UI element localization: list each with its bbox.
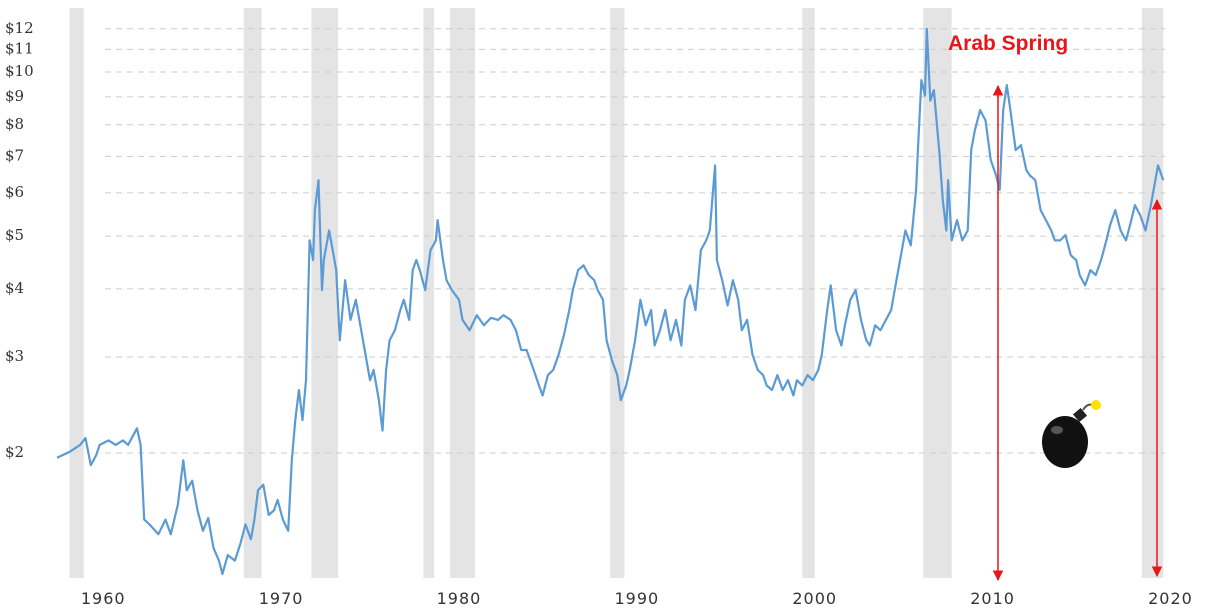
y-tick-label: $4: [5, 279, 24, 297]
y-tick-label: $11: [5, 39, 34, 57]
recession-band: [610, 8, 625, 578]
recession-band: [243, 8, 262, 578]
x-tick-label: 1990: [614, 589, 659, 608]
recession-band: [923, 8, 952, 578]
y-tick-label: $5: [5, 226, 24, 244]
x-tick-label: 2000: [792, 589, 837, 608]
y-tick-label: $2: [5, 443, 24, 461]
x-tick-label: 1980: [437, 589, 482, 608]
recession-band: [311, 8, 339, 578]
price-line: [56, 27, 1165, 576]
x-tick-label: 2020: [1148, 589, 1193, 608]
x-tick-label: 1960: [81, 589, 126, 608]
x-tick-label: 1970: [259, 589, 304, 608]
recession-band: [802, 8, 815, 578]
y-tick-label: $6: [5, 183, 24, 201]
grid: [105, 28, 1165, 454]
y-tick-label: $8: [5, 115, 24, 133]
y-tick-label: $3: [5, 347, 24, 365]
x-tick-label: 2010: [970, 589, 1015, 608]
recession-band: [423, 8, 435, 578]
bomb-icon: [1042, 400, 1101, 468]
y-tick-label: $7: [5, 146, 24, 164]
y-tick-label: $10: [5, 62, 34, 80]
plot: [56, 27, 1165, 576]
recession-band: [69, 8, 84, 578]
y-tick-label: $12: [5, 19, 34, 37]
recession-band: [1141, 8, 1164, 578]
recession-bands: [69, 8, 1164, 578]
y-tick-label: $9: [5, 87, 24, 105]
annotation: Arab Spring: [948, 32, 1068, 55]
